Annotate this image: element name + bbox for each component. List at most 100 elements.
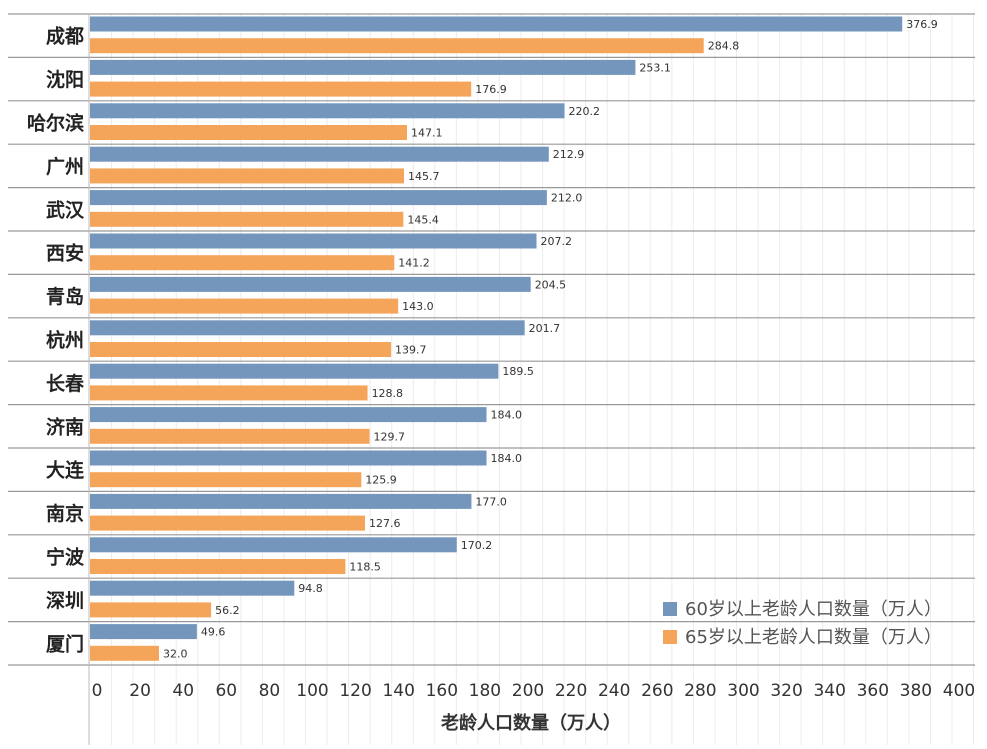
- category-label-7: 杭州: [46, 329, 84, 352]
- x-tick-60: 60: [215, 681, 237, 701]
- bar-60plus-7: [90, 320, 525, 336]
- category-label-14: 厦门: [46, 632, 84, 655]
- category-label-11: 南京: [46, 502, 84, 525]
- bar-65plus-6: [90, 298, 399, 314]
- bar-60plus-13: [90, 580, 295, 596]
- x-tick-300: 300: [727, 681, 759, 701]
- x-axis-title: 老龄人口数量（万人）: [441, 712, 621, 734]
- x-tick-100: 100: [296, 681, 328, 701]
- bar-65plus-12: [90, 559, 346, 574]
- category-label-10: 大连: [46, 459, 85, 482]
- x-tick-200: 200: [512, 681, 544, 701]
- bar-65plus-13: [90, 602, 212, 618]
- data-label-60plus-11: 177.0: [475, 495, 507, 508]
- bar-65plus-5: [90, 255, 395, 271]
- legend: 60岁以上老龄人口数量（万人） 65岁以上老龄人口数量（万人）: [663, 599, 942, 648]
- x-tick-labels: 0 20 40 60 80 100 120 140 160 180 200 220 240 260 280 3…: [92, 681, 976, 701]
- bar-60plus-9: [90, 407, 487, 423]
- bar-65plus-11: [90, 515, 365, 531]
- data-label-60plus-8: 189.5: [502, 365, 534, 378]
- bar-60plus-5: [90, 233, 537, 249]
- bar-60plus-1: [90, 59, 636, 75]
- x-tick-320: 320: [770, 681, 802, 701]
- category-label-13: 深圳: [46, 589, 84, 612]
- x-tick-180: 180: [469, 681, 501, 701]
- bar-60plus-8: [90, 363, 499, 379]
- x-tick-400: 400: [943, 681, 975, 701]
- data-label-60plus-1: 253.1: [639, 61, 671, 74]
- data-label-65plus-4: 145.4: [407, 213, 439, 226]
- bar-60plus-6: [90, 276, 531, 292]
- bar-60plus-14: [90, 624, 197, 640]
- bar-65plus-1: [90, 81, 472, 97]
- data-label-65plus-5: 141.2: [398, 257, 430, 270]
- data-label-65plus-8: 128.8: [372, 387, 404, 400]
- bar-60plus-3: [90, 146, 549, 162]
- category-label-0: 成都: [46, 25, 84, 48]
- data-label-65plus-6: 143.0: [402, 300, 434, 313]
- legend-label-1: 65岁以上老龄人口数量（万人）: [685, 627, 942, 648]
- bar-60plus-11: [90, 493, 472, 509]
- data-label-65plus-0: 284.8: [708, 40, 740, 53]
- x-tick-0: 0: [92, 681, 103, 701]
- bar-65plus-3: [90, 168, 404, 184]
- data-label-65plus-14: 32.0: [163, 647, 188, 660]
- bar-60plus-4: [90, 190, 547, 206]
- x-tick-220: 220: [555, 681, 587, 701]
- data-label-65plus-13: 56.2: [215, 604, 240, 617]
- x-tick-380: 380: [900, 681, 932, 701]
- bar-65plus-14: [90, 645, 159, 661]
- x-tick-340: 340: [813, 681, 845, 701]
- data-label-60plus-5: 207.2: [541, 235, 573, 248]
- x-tick-120: 120: [339, 681, 371, 701]
- bar-60plus-10: [90, 450, 487, 466]
- data-label-60plus-7: 201.7: [529, 322, 561, 335]
- data-label-60plus-3: 212.9: [553, 148, 585, 161]
- data-label-60plus-10: 184.0: [491, 452, 523, 465]
- data-label-65plus-12: 118.5: [349, 561, 381, 574]
- legend-label-0: 60岁以上老龄人口数量（万人）: [685, 599, 942, 620]
- bar-65plus-9: [90, 428, 370, 444]
- data-label-60plus-6: 204.5: [535, 278, 567, 291]
- category-label-12: 宁波: [46, 546, 85, 569]
- x-tick-280: 280: [684, 681, 716, 701]
- data-label-60plus-0: 376.9: [906, 18, 938, 31]
- category-separators: [8, 13, 975, 666]
- bar-60plus-0: [90, 16, 903, 32]
- data-label-65plus-1: 176.9: [475, 83, 507, 96]
- bar-60plus-12: [90, 537, 457, 553]
- data-label-60plus-2: 220.2: [569, 105, 601, 118]
- data-label-65plus-11: 127.6: [369, 517, 401, 530]
- category-label-1: 沈阳: [46, 68, 84, 91]
- category-label-9: 济南: [46, 415, 84, 438]
- legend-swatch-0: [663, 602, 677, 616]
- bar-65plus-8: [90, 385, 368, 401]
- bar-65plus-2: [90, 125, 408, 140]
- x-tick-260: 260: [641, 681, 673, 701]
- data-label-60plus-9: 184.0: [491, 409, 523, 422]
- x-tick-20: 20: [129, 681, 151, 701]
- data-label-65plus-9: 129.7: [374, 430, 406, 443]
- x-tick-140: 140: [382, 681, 414, 701]
- bar-65plus-0: [90, 38, 704, 54]
- x-tick-360: 360: [857, 681, 889, 701]
- bar-65plus-7: [90, 342, 392, 357]
- category-label-4: 武汉: [46, 199, 85, 221]
- x-tick-240: 240: [598, 681, 630, 701]
- data-label-65plus-2: 147.1: [411, 127, 443, 140]
- x-tick-160: 160: [426, 681, 458, 701]
- data-label-65plus-10: 125.9: [365, 474, 397, 487]
- category-label-6: 青岛: [46, 285, 84, 308]
- data-labels: 376.9 284.8 253.1 176.9 220.2 147.1 212.9 145.7…: [163, 18, 938, 660]
- data-label-65plus-7: 139.7: [395, 344, 427, 357]
- data-label-65plus-3: 145.7: [408, 170, 440, 183]
- bar-60plus-2: [90, 103, 565, 119]
- bar-65plus-4: [90, 211, 404, 227]
- x-tick-80: 80: [259, 681, 281, 701]
- legend-swatch-1: [663, 630, 677, 644]
- category-label-8: 长春: [46, 372, 84, 395]
- bars: [90, 16, 903, 661]
